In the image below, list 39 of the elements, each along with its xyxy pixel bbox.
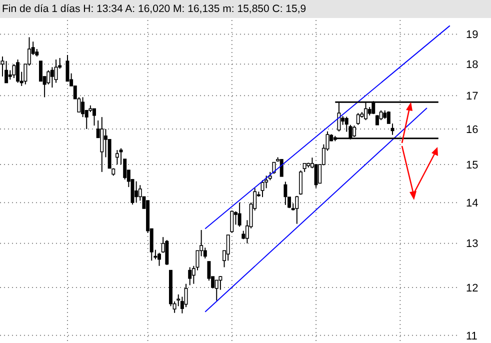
y-tick-label: 16	[466, 124, 478, 136]
chart-title: Fin de día 1 días H: 13:34 A: 16,020 M: 16,135 m: 15,850 C: 15,9	[2, 3, 306, 15]
y-tick-label: 17	[466, 90, 478, 102]
candlestick	[284, 181, 288, 206]
candlestick	[50, 66, 54, 88]
candlestick	[238, 202, 242, 228]
candlestick	[295, 195, 299, 224]
candlestick	[188, 266, 192, 286]
y-tick-label: 13	[466, 238, 478, 250]
candlestick	[158, 252, 161, 266]
candlestick	[299, 170, 302, 196]
candlestick	[54, 59, 58, 84]
y-tick-label: 18	[466, 58, 478, 71]
candlestick	[375, 114, 379, 126]
candlestick	[192, 265, 196, 284]
candlestick	[214, 280, 218, 302]
y-tick-label: 19	[466, 29, 478, 42]
candlestick	[184, 283, 188, 308]
candlestick	[218, 276, 222, 290]
candlestick	[226, 234, 230, 262]
candlestick	[314, 164, 318, 188]
candlestick	[165, 240, 169, 266]
y-tick-label: 15	[466, 159, 478, 172]
candlestick	[230, 210, 234, 234]
candlestick	[100, 116, 104, 172]
candlestick	[356, 112, 360, 126]
candlestick	[4, 60, 8, 84]
candlestick	[280, 159, 284, 177]
candlestick	[92, 108, 96, 126]
candlestick	[115, 150, 119, 166]
candlestick	[16, 59, 20, 84]
candlestick	[46, 70, 50, 85]
candlestick	[38, 60, 42, 82]
candlestick	[134, 180, 138, 204]
candlestick	[12, 64, 16, 79]
y-tick-label: 11	[466, 330, 478, 342]
y-tick-label: 12	[466, 282, 478, 294]
candlestick	[81, 96, 85, 118]
y-tick-label: 14	[466, 197, 478, 210]
